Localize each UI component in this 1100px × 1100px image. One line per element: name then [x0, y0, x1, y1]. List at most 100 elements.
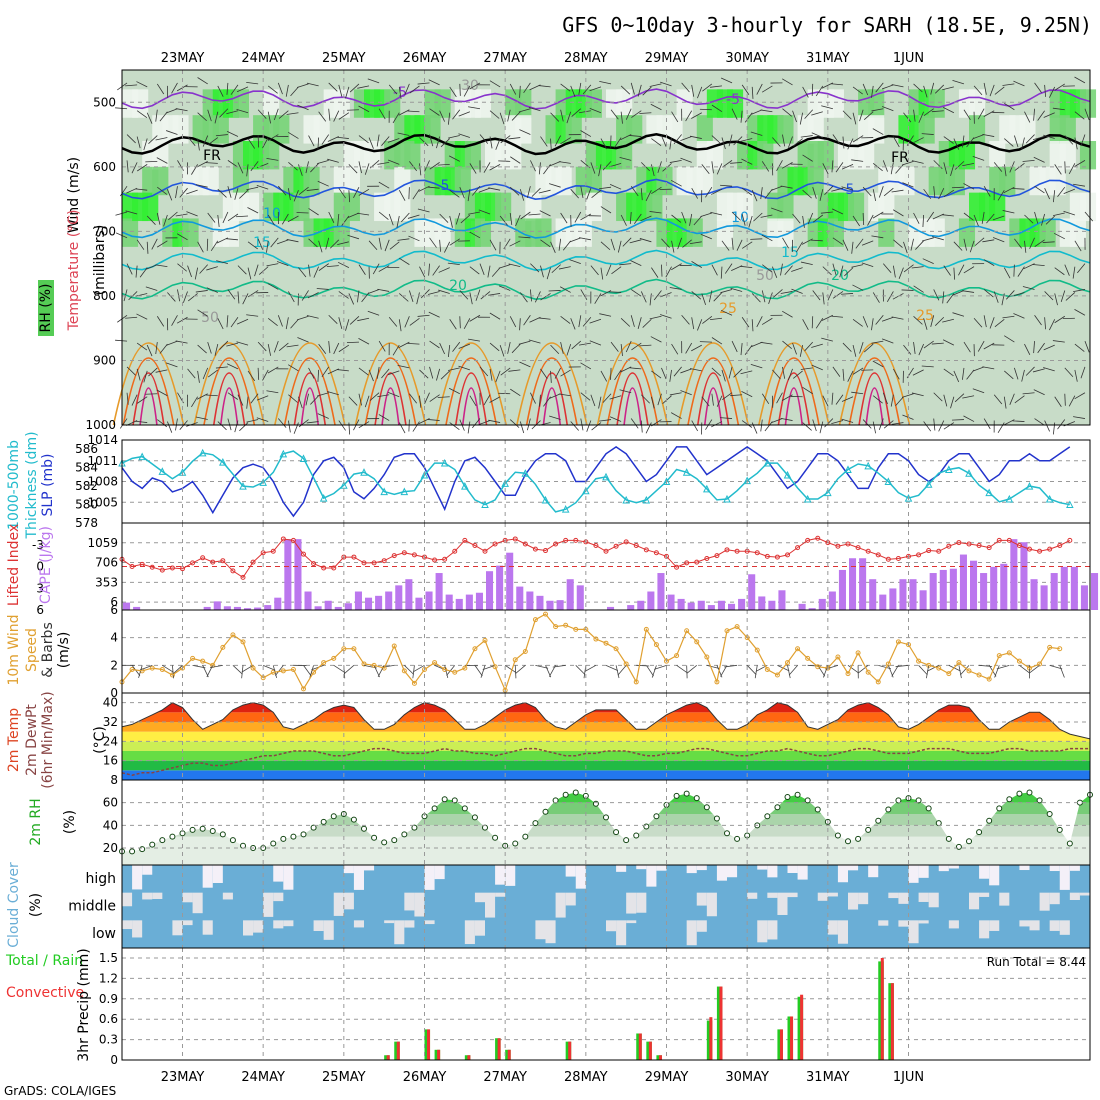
wind-barb [281, 213, 289, 225]
wind-barb [791, 288, 803, 294]
contour-label: 50 [756, 268, 774, 284]
date-label-top: 1JUN [893, 51, 924, 66]
wind-barb [337, 213, 340, 226]
cape-bar [576, 585, 584, 610]
wind-barb [246, 186, 259, 191]
rh-dry-cell [868, 115, 885, 144]
wind-barb [782, 366, 786, 379]
wind-barb [662, 163, 672, 172]
wind-barb [216, 260, 228, 265]
wind-barb [983, 342, 995, 350]
wind-barb [859, 341, 864, 354]
date-label-bottom: 1JUN [893, 1070, 924, 1085]
wind-barb [336, 369, 349, 372]
wind-barb [562, 240, 572, 251]
wind-barb [247, 290, 259, 298]
thickness-point [219, 458, 227, 466]
wind-barb [721, 369, 726, 382]
cloud-cell [787, 892, 798, 898]
wind-barb [923, 421, 932, 432]
wind-barb [670, 179, 682, 187]
wind-barb [398, 319, 402, 332]
wind-barb [290, 319, 299, 329]
rh-band [122, 802, 1090, 814]
wind-barb [1002, 210, 1015, 214]
wind-barb [155, 264, 168, 268]
rh-point [784, 794, 791, 800]
wind-barb [913, 109, 916, 122]
ytick-li: 0 [36, 560, 44, 574]
wind-point [1016, 658, 1022, 664]
wind-barb [202, 135, 209, 147]
wind-barb [429, 134, 434, 147]
wind-barb [308, 135, 315, 147]
wind-barb [308, 367, 315, 379]
cape-bar [486, 571, 494, 610]
wind-barb [489, 80, 501, 88]
temperature-contour-warm [542, 387, 562, 426]
wind-barb [852, 135, 864, 143]
wind-barb [472, 418, 481, 429]
wind-barb [589, 318, 602, 324]
wind-line [121, 613, 1060, 692]
rh-point [915, 797, 922, 804]
wind-barb [650, 396, 655, 409]
li-line [121, 537, 1071, 579]
wind-barb [236, 86, 249, 93]
wind-barb [901, 160, 914, 166]
wind-barb [680, 136, 692, 141]
wind-barb [711, 188, 723, 195]
wind-barb [346, 109, 359, 111]
date-label-top: 28MAY [564, 51, 608, 66]
rh-dry-cell [394, 166, 411, 196]
temperature-contour-warm [274, 342, 346, 426]
wind-barb [278, 342, 289, 352]
wind-barb [631, 110, 642, 118]
wind-barb [598, 164, 602, 177]
wind-barb [1052, 190, 1056, 203]
wind-barb-10m [303, 665, 312, 677]
wind-barb [871, 108, 884, 112]
wind-barb [560, 342, 564, 354]
wind-barb [661, 264, 663, 277]
wind-barb [993, 291, 999, 303]
rh-dry-cell [364, 141, 381, 170]
temperature-contour-warm [374, 372, 407, 426]
wind-barb [744, 344, 753, 355]
wind-barb [136, 110, 148, 119]
wind-barb [236, 108, 249, 114]
precip-conv-bar [437, 1049, 441, 1060]
cape-bar [435, 573, 443, 610]
wind-barb [489, 396, 501, 403]
wind-barb [381, 136, 390, 146]
wind-barb [266, 158, 279, 161]
rh-cell [827, 218, 844, 247]
wind-barb [429, 108, 440, 116]
wind-barb [711, 421, 723, 428]
wind-barb [267, 111, 272, 124]
wind-barb [954, 393, 965, 403]
cloud-cell [172, 920, 183, 936]
wind-barb [467, 421, 471, 434]
wind-barb [841, 186, 854, 191]
wind-barb [835, 162, 844, 173]
wind-barb [831, 420, 844, 424]
rh-point [300, 831, 307, 838]
wind-barb [1073, 183, 1086, 187]
wind-barb [812, 187, 817, 199]
cape-bar [314, 606, 322, 610]
wind-barb [1043, 134, 1055, 139]
wind-barb [458, 343, 471, 349]
wind-barb-10m [584, 664, 597, 672]
wind-barb [1017, 266, 1025, 277]
wind-barb [408, 235, 420, 242]
contour-label: 5 [846, 182, 855, 198]
wind-barb [327, 158, 339, 163]
wind-barb-10m [960, 665, 970, 676]
wind-barb [973, 214, 979, 227]
cloud-cell [343, 892, 354, 910]
wind-barb [589, 86, 602, 92]
wind-barb [571, 108, 582, 117]
li-point [472, 542, 478, 548]
wind-barb [136, 136, 141, 149]
